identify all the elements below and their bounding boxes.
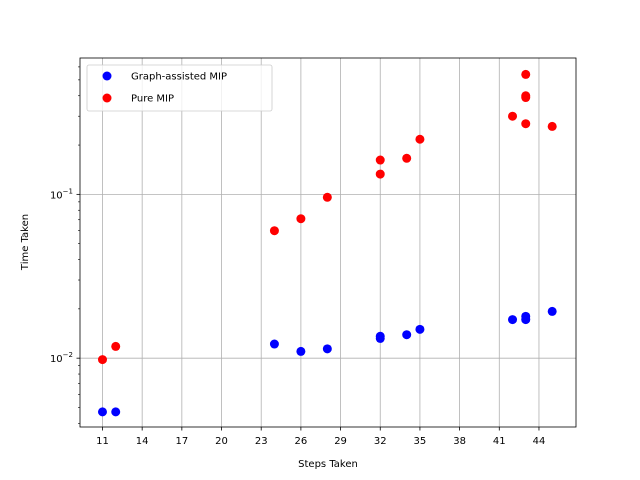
point-pure-mip [375, 155, 385, 165]
axis-ticks: 11 14 17 20 23 26 29 32 35 38 41 44 10−2 10−1 [50, 66, 546, 447]
point-graph-assisted-mip [296, 346, 306, 356]
x-tick-label: 20 [215, 436, 228, 447]
point-pure-mip [97, 355, 107, 365]
y-tick-label: 10−2 [50, 351, 73, 365]
x-tick-label: 14 [136, 436, 149, 447]
x-tick-label: 35 [414, 436, 427, 447]
point-graph-assisted-mip [269, 339, 279, 349]
legend-marker-pure-mip [102, 93, 112, 103]
point-graph-assisted-mip [322, 344, 332, 354]
point-graph-assisted-mip [402, 330, 412, 340]
x-tick-label: 29 [334, 436, 347, 447]
x-tick-label: 11 [96, 436, 109, 447]
point-pure-mip [375, 169, 385, 179]
point-graph-assisted-mip [415, 324, 425, 334]
y-tick-label: 10−1 [50, 187, 73, 201]
legend-box [86, 64, 273, 112]
x-tick-label: 38 [453, 436, 466, 447]
legend-marker-graph-assisted-mip [102, 71, 112, 81]
point-graph-assisted-mip [508, 315, 518, 325]
point-graph-assisted-mip [521, 311, 531, 321]
point-pure-mip [111, 341, 121, 351]
point-graph-assisted-mip [375, 331, 385, 341]
plot-frame [79, 57, 577, 428]
point-pure-mip [415, 134, 425, 144]
point-graph-assisted-mip [111, 407, 121, 417]
point-pure-mip [296, 214, 306, 224]
point-pure-mip [402, 153, 412, 163]
x-tick-label: 41 [493, 436, 506, 447]
point-pure-mip [521, 69, 531, 79]
data-points [97, 69, 557, 417]
point-pure-mip [521, 119, 531, 129]
legend: Graph-assisted MIP Pure MIP [86, 64, 273, 112]
x-tick-label: 32 [374, 436, 387, 447]
x-tick-label: 17 [175, 436, 188, 447]
point-pure-mip [322, 192, 332, 202]
x-tick-label: 23 [255, 436, 268, 447]
legend-label-graph-assisted-mip: Graph-assisted MIP [131, 72, 227, 83]
point-pure-mip [508, 111, 518, 121]
x-tick-label: 26 [295, 436, 308, 447]
y-axis-label: Time Taken [20, 214, 31, 271]
point-graph-assisted-mip [97, 407, 107, 417]
legend-label-pure-mip: Pure MIP [131, 94, 174, 105]
x-tick-label: 44 [533, 436, 546, 447]
point-pure-mip [521, 91, 531, 101]
point-pure-mip [547, 121, 557, 131]
point-pure-mip [269, 226, 279, 236]
x-axis-label: Steps Taken [298, 459, 358, 470]
point-graph-assisted-mip [547, 306, 557, 316]
